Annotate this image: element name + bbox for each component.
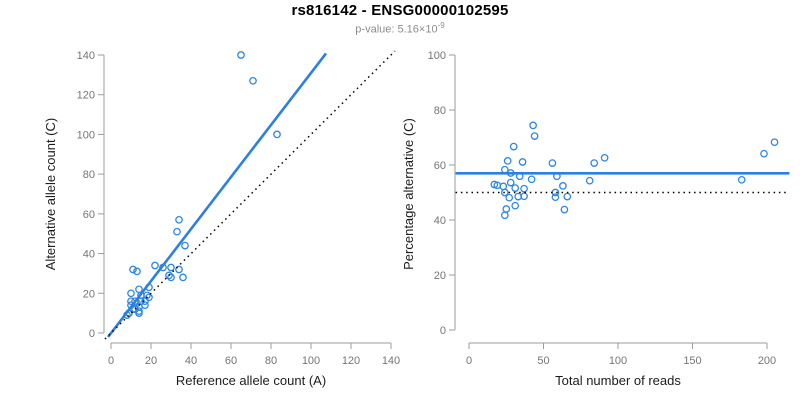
- x-tick-label: 0: [108, 355, 114, 367]
- data-point: [518, 158, 527, 166]
- x-tick-label: 100: [302, 355, 320, 367]
- data-point: [273, 130, 281, 139]
- data-point: [145, 293, 153, 302]
- data-point: [548, 159, 557, 167]
- data-point: [167, 273, 175, 282]
- x-tick-label: 140: [382, 355, 400, 367]
- x-tick-label: 60: [225, 355, 237, 367]
- x-tick-label: 0: [466, 355, 472, 367]
- right-x-axis-title: Total number of reads: [555, 373, 681, 388]
- data-point: [499, 182, 508, 191]
- data-point: [151, 261, 159, 270]
- y-tick-label: 40: [434, 215, 446, 227]
- data-point: [133, 267, 141, 276]
- data-point: [500, 188, 509, 197]
- pvalue-text: p-value: 5.16×10: [355, 23, 438, 36]
- data-point: [237, 51, 245, 59]
- y-tick-label: 20: [434, 270, 446, 282]
- fitted-allelic-ratio-line: [106, 52, 328, 338]
- data-point: [500, 211, 509, 220]
- data-point: [600, 153, 609, 162]
- data-point: [563, 192, 572, 201]
- y-tick-label: 40: [83, 249, 95, 261]
- data-point: [509, 142, 518, 151]
- y-tick-label: 140: [77, 50, 95, 62]
- data-point: [500, 165, 509, 174]
- data-point: [173, 227, 181, 236]
- data-point: [141, 297, 149, 306]
- data-point: [737, 175, 746, 184]
- x-tick-label: 150: [683, 355, 701, 367]
- y-tick-label: 120: [77, 90, 95, 102]
- y-tick-label: 0: [89, 328, 95, 340]
- x-tick-label: 40: [185, 355, 197, 367]
- data-point: [760, 149, 768, 158]
- identity-line: [104, 50, 396, 340]
- data-point: [129, 265, 137, 274]
- data-point: [127, 289, 135, 298]
- left-x-axis-title: Reference allele count (A): [176, 373, 326, 388]
- data-point: [511, 184, 520, 192]
- data-point: [559, 182, 567, 190]
- data-point: [514, 192, 523, 201]
- y-tick-label: 80: [434, 105, 446, 117]
- data-point: [585, 176, 594, 185]
- data-point: [590, 159, 599, 167]
- left-scatter-panel: Reference allele count (A) Alternative a…: [43, 50, 400, 388]
- data-point: [551, 193, 560, 202]
- data-point: [175, 265, 183, 274]
- data-point: [179, 273, 187, 282]
- data-point: [520, 184, 528, 193]
- y-tick-label: 80: [83, 169, 95, 181]
- data-point: [529, 121, 537, 130]
- x-tick-label: 80: [265, 355, 277, 367]
- data-point: [165, 271, 173, 280]
- figure-title: rs816142 - ENSG00000102595: [291, 2, 509, 19]
- data-point: [181, 241, 189, 250]
- data-point: [530, 132, 539, 140]
- data-point: [175, 215, 183, 224]
- y-tick-label: 100: [428, 50, 446, 62]
- figure-header: rs816142 - ENSG00000102595 p-value: 5.16…: [0, 2, 800, 36]
- data-point: [502, 205, 511, 213]
- right-y-axis-title: Percentage alternative (C): [401, 118, 416, 270]
- data-point: [493, 181, 502, 190]
- data-point: [527, 175, 536, 184]
- data-point: [503, 157, 512, 165]
- data-point: [560, 205, 569, 214]
- left-y-axis-title: Alternative allele count (C): [43, 118, 58, 270]
- data-point: [167, 263, 175, 272]
- x-tick-label: 20: [145, 355, 157, 367]
- x-tick-label: 200: [758, 355, 776, 367]
- y-tick-label: 60: [83, 209, 95, 221]
- data-point: [506, 178, 515, 187]
- data-point: [770, 138, 779, 147]
- y-tick-label: 60: [434, 160, 446, 172]
- y-tick-label: 20: [83, 288, 95, 300]
- y-tick-label: 100: [77, 129, 95, 141]
- x-tick-label: 120: [342, 355, 360, 367]
- pvalue-exponent: -9: [437, 21, 445, 30]
- y-tick-label: 0: [440, 325, 446, 337]
- x-tick-label: 100: [609, 355, 627, 367]
- data-point: [511, 201, 520, 210]
- data-point: [249, 76, 257, 85]
- x-tick-label: 50: [537, 355, 549, 367]
- figure-subtitle: p-value: 5.16×10-9: [0, 21, 800, 36]
- data-point: [505, 193, 514, 202]
- data-point: [135, 309, 143, 317]
- right-scatter-panel: Total number of reads Percentage alterna…: [401, 50, 790, 388]
